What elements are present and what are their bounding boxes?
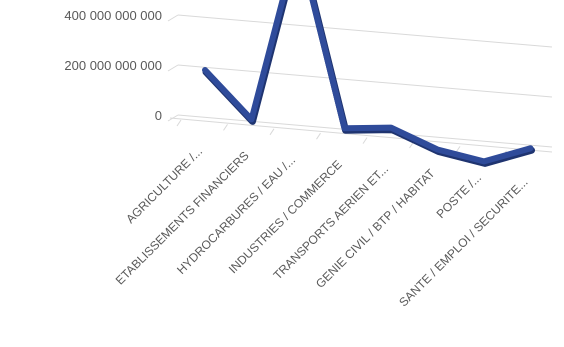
- x-tick: [316, 132, 321, 140]
- gridline-depth: [167, 14, 179, 22]
- gridline: [177, 64, 553, 98]
- gridline: [177, 14, 553, 48]
- gridlines: [167, 14, 553, 148]
- y-tick-label: 400 000 000 000: [64, 8, 162, 23]
- y-tick-label: 200 000 000 000: [64, 58, 162, 73]
- series-line: [202, 0, 534, 165]
- x-axis: AGRICULTURE /...ETABLISSEMENTS FINANCIER…: [113, 117, 553, 309]
- gridline-depth: [167, 64, 179, 72]
- x-tick: [362, 137, 368, 144]
- plot-area: [202, 0, 535, 167]
- x-tick: [269, 128, 275, 136]
- x-tick: [223, 124, 228, 131]
- x-tick: [176, 119, 182, 127]
- y-tick-label: 0: [155, 108, 162, 123]
- x-tick-label: POSTE /...: [434, 171, 484, 221]
- x-axis-line: [169, 117, 553, 153]
